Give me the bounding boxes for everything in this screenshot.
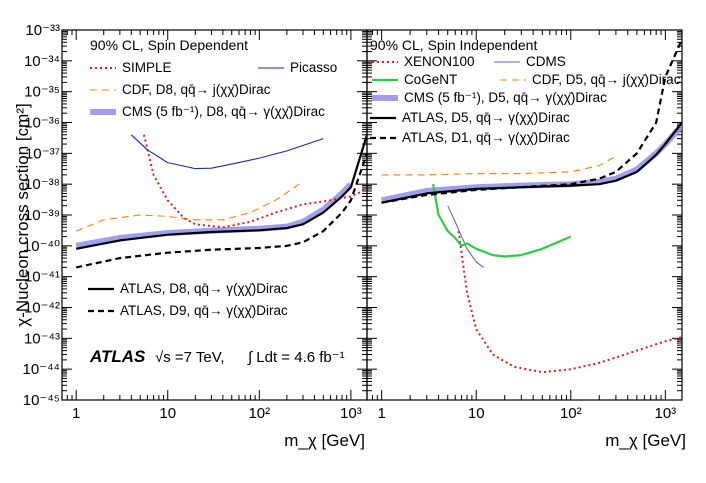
legend-label-cogent: CoGeNT — [404, 72, 457, 87]
series-picasso — [130, 134, 324, 170]
legend-label-atlas-d1: ATLAS, D1, qq̄→ γ(χχ̄)Dirac — [402, 130, 570, 145]
legend-label-cms-d5: CMS (5 fb⁻¹), D5, qq̄→ γ(χχ̄)Dirac — [404, 90, 607, 105]
x-tick-label: 10² — [560, 405, 582, 422]
series-simple — [143, 134, 367, 229]
legend-label-atlas-d8: ATLAS, D8, qq̄→ γ(χχ̄)Dirac — [120, 281, 288, 296]
legend-label-cms-d8: CMS (5 fb⁻¹), D8, qq̄→ γ(χχ̄)Dirac — [122, 104, 325, 119]
legend-label-cdf-d8: CDF, D8, qq̄→ j(χχ̄)Dirac — [122, 82, 271, 97]
y-tick-label: 10⁻⁴¹ — [24, 269, 60, 286]
y-tick-label: 10⁻⁴⁰ — [23, 238, 60, 255]
x-tick-label: 10³ — [340, 405, 362, 422]
y-tick-label: 10⁻³⁵ — [24, 84, 60, 101]
y-tick-label: 10⁻³³ — [25, 22, 60, 39]
x-tick-label: 1 — [377, 405, 385, 422]
legend-label-atlas-d9: ATLAS, D9, qq̄→ γ(χχ̄)Dirac — [120, 303, 288, 318]
y-tick-label: 10⁻³⁴ — [24, 53, 60, 70]
y-tick-label: 10⁻³⁹ — [24, 207, 60, 224]
x-tick-label: 10 — [468, 405, 485, 422]
atlas-label: ATLAS — [89, 347, 146, 366]
series-cms-d8 — [75, 182, 354, 249]
series-atlas-d5 — [381, 121, 682, 204]
legend-label-cdf-d5: CDF, D5, qq̄→ j(χχ̄)Dirac — [532, 72, 681, 87]
left-panel-title: 90% CL, Spin Dependent — [90, 37, 248, 53]
y-tick-label: 10⁻⁴⁵ — [23, 392, 60, 409]
energy-label: √s =7 TeV, — [155, 349, 225, 366]
x-axis-label-left: m_χ [GeV] — [284, 431, 365, 450]
series-cdf-d8 — [75, 181, 304, 232]
series-atlas-d8 — [75, 134, 367, 250]
legend-label-picasso: Picasso — [290, 60, 337, 75]
legend-label-cdms: CDMS — [526, 54, 566, 69]
series-atlas-d9 — [75, 152, 367, 269]
y-tick-label: 10⁻³⁸ — [24, 176, 60, 193]
y-tick-label: 10⁻⁴³ — [24, 330, 60, 347]
x-tick-label: 10 — [159, 405, 176, 422]
x-tick-label: 10³ — [655, 405, 677, 422]
y-tick-label: 10⁻³⁶ — [24, 115, 60, 132]
y-tick-label: 10⁻⁴² — [24, 300, 60, 317]
x-axis-label-right: m_χ [GeV] — [605, 431, 686, 450]
y-tick-label: 10⁻⁴⁴ — [23, 361, 61, 378]
lumi-label: ∫ Ldt = 4.6 fb⁻¹ — [247, 349, 345, 366]
legend-label-xenon100: XENON100 — [404, 54, 475, 69]
x-tick-label: 1 — [72, 405, 80, 422]
y-tick-label: 10⁻³⁷ — [25, 145, 60, 162]
legend-label-atlas-d5: ATLAS, D5, qq̄→ γ(χχ̄)Dirac — [402, 110, 570, 125]
legend-label-simple: SIMPLE — [122, 60, 172, 75]
right-panel-title: 90% CL, Spin Independent — [370, 37, 537, 53]
series-cdf-d5 — [381, 155, 617, 176]
y-axis-label: χ-Nucleon cross section [cm²] — [13, 103, 32, 326]
x-tick-label: 10² — [248, 405, 270, 422]
series-cogent — [432, 184, 572, 258]
series-cdms — [447, 205, 485, 268]
series-xenon100 — [457, 230, 682, 374]
